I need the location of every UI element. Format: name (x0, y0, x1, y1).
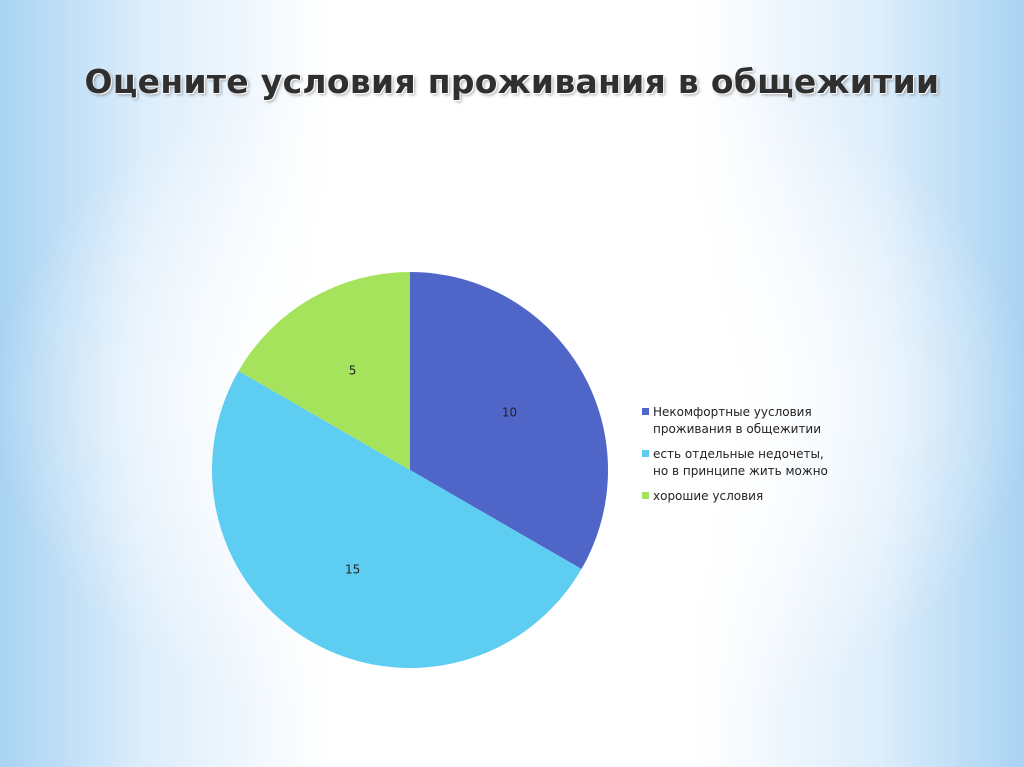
pie-data-labels: 10 15 5 (345, 364, 517, 577)
pie-slice-2 (212, 371, 582, 668)
legend-swatch-1 (642, 408, 649, 415)
chart-legend: Некомфортные уусловия проживания в общежи… (642, 405, 828, 503)
legend-label-1-line-1: Некомфортные уусловия (653, 405, 812, 419)
pie-slice-1 (410, 272, 608, 569)
pie-data-label-3: 5 (349, 364, 357, 378)
pie-slice-3 (238, 272, 410, 470)
legend-label-1-line-2: проживания в общежитии (653, 422, 821, 436)
legend-label-2-line-1: есть отдельные недочеты, (653, 447, 824, 461)
legend-label-3-line-1: хорошие условия (653, 489, 763, 503)
pie-data-label-1: 10 (502, 406, 517, 420)
legend-swatch-3 (642, 492, 649, 499)
legend-label-2-line-2: но в принципе жить можно (653, 464, 828, 478)
slide-title: Оцените условия проживания в общежитии (84, 62, 940, 101)
pie-slices (212, 272, 608, 668)
legend-swatch-2 (642, 450, 649, 457)
pie-data-label-2: 15 (345, 562, 360, 576)
